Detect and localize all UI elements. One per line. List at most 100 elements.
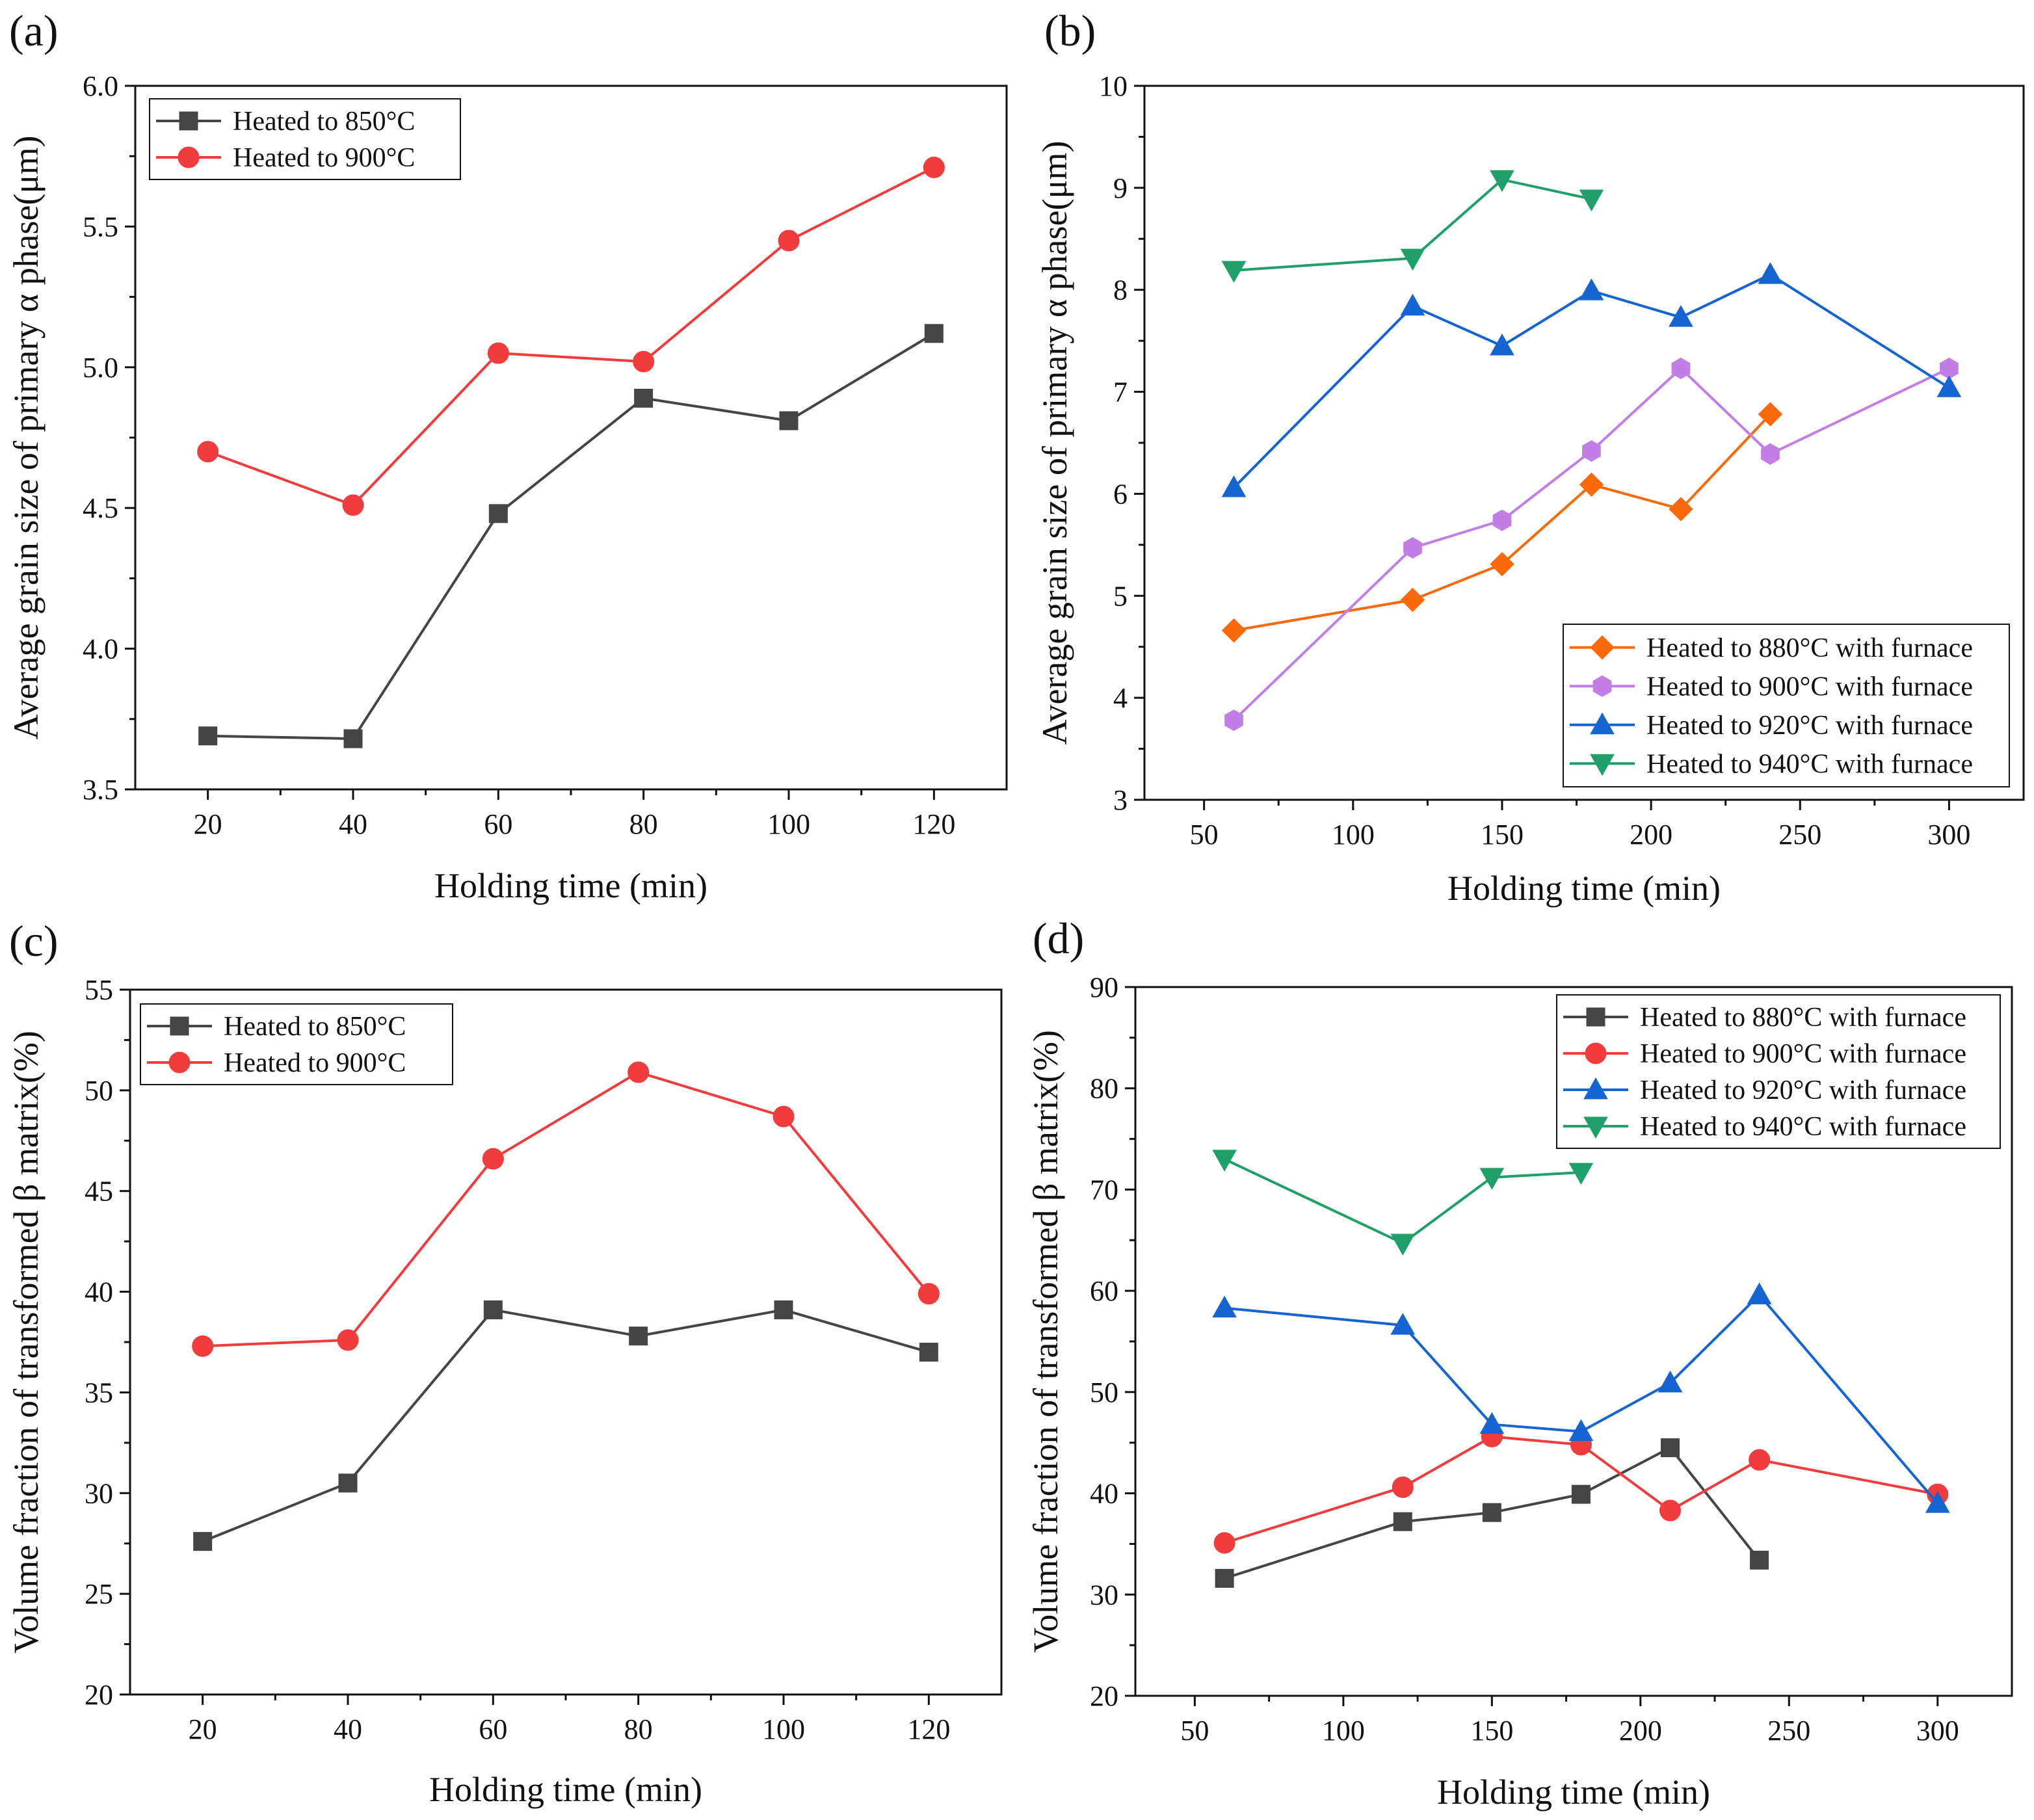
y-tick-label: 55 [85,974,113,1006]
data-point [487,342,509,364]
x-tick-label: 120 [907,1713,950,1745]
series-line [1224,1157,1581,1245]
legend-label: Heated to 940°C with furnace [1640,1112,1966,1142]
x-tick-label: 40 [339,808,367,840]
x-tick-label: 200 [1630,819,1672,851]
y-tick-label: 50 [1090,1377,1118,1408]
data-point [193,1532,213,1551]
plot-frame [134,85,1008,791]
y-tick-label: 30 [85,1477,113,1509]
legend: Heated to 880°C with furnace Heated to 90… [1563,624,2010,787]
x-tick-label: 120 [912,808,955,840]
legend-marker [1583,1116,1608,1139]
y-tick-label: 90 [1090,971,1118,1003]
series-3 [1212,1282,1950,1513]
data-point [1400,248,1425,271]
data-point [1390,1313,1416,1335]
series-line [1224,1446,1761,1580]
data-point [342,494,364,516]
data-point [779,411,799,430]
y-tick-label: 35 [85,1377,113,1408]
data-point [197,441,219,463]
legend-label: Heated to 900°C with furnace [1640,1039,1966,1069]
series-line [207,332,935,741]
y-axis-title: Volume fraction of transformed β matrix(… [1026,1030,1065,1653]
x-tick-label: 250 [1778,819,1821,851]
x-tick-label: 50 [1180,1715,1209,1747]
x-tick-label: 40 [334,1713,362,1745]
data-point [1579,189,1604,212]
y-tick-label: 50 [85,1075,113,1107]
data-point [488,504,508,523]
data-point [1658,1370,1683,1393]
data-point [1758,402,1783,427]
y-tick-label: 20 [1090,1680,1118,1712]
data-point [1403,536,1422,559]
legend-marker [1592,675,1612,697]
panel-d-plot-area: 50 100 150 200 250 300 20 30 40 50 60 70 80 90 Holding… [1026,971,2013,1812]
legend-box [140,1003,453,1085]
panel-a-plot-area: 20 40 60 80 100 120 3.5 4.0 4.5 5.0 5.5 6.0 Holding … [7,70,1008,905]
y-tick-label: 40 [85,1276,113,1308]
data-point [1492,509,1512,531]
x-tick-label: 100 [1322,1715,1365,1747]
legend-marker [1590,754,1615,776]
x-axis-title: Holding time (min) [429,1770,702,1809]
x-tick-label: 80 [624,1713,653,1745]
data-point [1212,1150,1237,1172]
data-point [918,1283,940,1305]
legend-marker [1590,635,1615,660]
data-point [1669,305,1693,327]
x-tick-label: 250 [1767,1715,1810,1747]
y-tick-label: 6 [1113,478,1128,510]
series-1 [1215,1438,1769,1588]
legend-marker [179,111,198,131]
panel-b: (b) 50 100 150 200 250 300 3 4 5 6 7 8 9 10 Holding ti… [1035,6,2025,908]
y-tick-label: 7 [1113,376,1128,408]
legend: Heated to 850°C Heated to 900°C [149,98,461,180]
panel-c-plot-area: 20 40 60 80 100 120 20 25 30 35 40 45 50 55 Holding ti… [7,974,1003,1809]
data-point [1490,333,1514,356]
legend-label: Heated to 900°C [224,1048,406,1078]
legend-label: Heated to 900°C [233,143,415,173]
data-point [1671,357,1691,380]
legend-label: Heated to 850°C [233,107,415,137]
y-tick-label: 30 [1090,1579,1118,1611]
data-point [919,1342,938,1362]
y-axis-title: Average grain size of primary α phase(μm… [7,136,46,740]
legend-label: Heated to 880°C with furnace [1640,1003,1966,1033]
data-point [1579,278,1604,300]
y-axis-title: Volume fraction of transformed β matrix(… [7,1031,46,1654]
y-tick-label: 3.5 [83,774,118,806]
legend-label: Heated to 920°C with furnace [1640,1075,1966,1105]
legend-marker [1585,1042,1607,1064]
legend-label: Heated to 880°C with furnace [1646,633,1973,663]
data-point [1213,1532,1235,1554]
series-4 [1221,170,1604,283]
panel-d: (d) 50 100 150 200 250 300 20 30 40 50 60 70 80 90 Hol… [1026,914,2013,1812]
data-point [778,230,800,252]
series-line [202,1308,929,1543]
legend-marker [178,146,200,168]
x-tick-label: 300 [1927,819,1970,851]
legend-marker [168,1051,191,1074]
data-point [1479,1168,1505,1190]
y-tick-label: 70 [1090,1174,1118,1206]
data-point [337,1329,359,1351]
y-tick-label: 4.0 [83,633,118,665]
data-point [1224,709,1243,732]
data-point [343,729,363,748]
series-line [1234,178,1592,272]
data-point [1212,1295,1237,1318]
series-4 [1212,1150,1594,1256]
y-tick-label: 80 [1090,1073,1118,1105]
y-tick-label: 4.5 [83,492,118,524]
data-point [192,1335,214,1357]
x-axis-title: Holding time (min) [1437,1773,1710,1812]
data-point [1221,618,1247,643]
x-tick-label: 100 [762,1713,805,1745]
x-tick-label: 100 [767,808,810,840]
data-point [629,1326,648,1346]
x-axis-title: Holding time (min) [434,866,707,905]
series-2 [1224,357,1959,732]
